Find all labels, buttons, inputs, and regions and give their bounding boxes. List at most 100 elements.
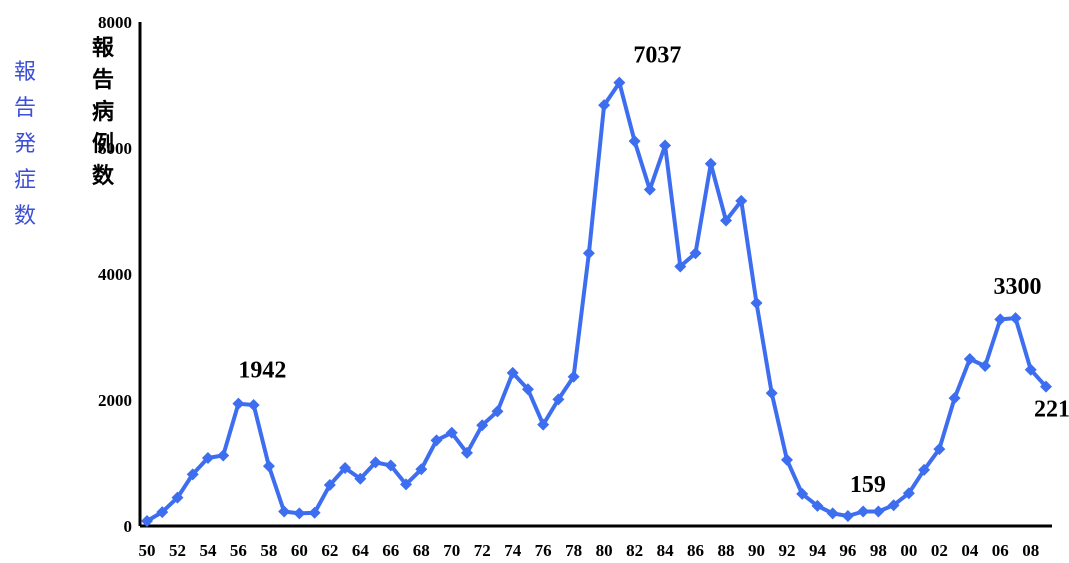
x-tick-label: 78 (565, 541, 582, 560)
x-tick-label: 08 (1022, 541, 1039, 560)
x-tick-label: 92 (778, 541, 795, 560)
data-point (247, 399, 260, 412)
x-tick-label: 54 (199, 541, 217, 560)
data-point (948, 392, 961, 405)
x-tick-label: 64 (352, 541, 370, 560)
x-tick-label: 94 (809, 541, 827, 560)
x-tick-label: 86 (687, 541, 704, 560)
series-line (145, 80, 1048, 523)
x-tick-label: 04 (961, 541, 979, 560)
data-point (872, 505, 885, 518)
x-tick-label: 70 (443, 541, 460, 560)
data-point (1024, 363, 1037, 376)
data-point (339, 462, 352, 475)
inner-ylabel-char: 告 (92, 68, 114, 93)
y-tick-label: 2000 (98, 391, 132, 410)
data-point (201, 451, 214, 464)
data-point (278, 505, 291, 518)
outer-y-axis-label: 報告発症数 (13, 60, 36, 229)
data-point (750, 296, 763, 309)
inner-ylabel-char: 例 (92, 132, 114, 157)
data-point (735, 194, 748, 207)
x-tick-label: 62 (321, 541, 338, 560)
data-callout: 159 (850, 472, 886, 498)
x-tick-label: 68 (413, 541, 430, 560)
data-point (857, 505, 870, 518)
data-point (491, 405, 504, 418)
data-point (720, 214, 733, 227)
data-point (887, 499, 900, 512)
data-point (186, 468, 199, 481)
data-callouts: 1942 7037 159 3300 2213 (238, 43, 1069, 498)
data-point (156, 506, 169, 519)
y-tick-label: 6000 (98, 139, 132, 158)
data-point (902, 487, 915, 500)
data-point (659, 139, 672, 152)
data-point (369, 456, 382, 469)
data-point (689, 247, 702, 260)
data-point (841, 509, 854, 522)
data-point (537, 418, 550, 431)
data-point (552, 393, 565, 406)
data-point (293, 507, 306, 520)
x-tick-label: 98 (870, 541, 887, 560)
data-point (582, 247, 595, 260)
y-tick-label: 8000 (98, 13, 132, 32)
data-point (400, 478, 413, 491)
x-tick-label: 56 (230, 541, 247, 560)
data-point (415, 463, 428, 476)
x-tick-label: 80 (596, 541, 613, 560)
data-point (1040, 380, 1052, 393)
data-point (704, 157, 717, 170)
data-point (445, 426, 458, 439)
data-point (994, 313, 1007, 326)
data-point (323, 479, 336, 492)
x-tick-label: 50 (139, 541, 156, 560)
data-point (628, 135, 641, 148)
x-tick-label: 90 (748, 541, 765, 560)
data-point (598, 99, 611, 112)
data-point (430, 434, 443, 447)
data-point (1009, 312, 1022, 325)
data-point (567, 370, 580, 383)
data-point (780, 453, 793, 466)
data-point (765, 387, 778, 400)
x-tick-label: 74 (504, 541, 522, 560)
data-point (460, 446, 473, 459)
data-markers (141, 76, 1052, 527)
data-point (933, 443, 946, 456)
x-tick-label: 96 (839, 541, 856, 560)
y-tick-label: 0 (124, 517, 133, 536)
x-tick-label: 76 (535, 541, 552, 560)
x-tick-label: 60 (291, 541, 308, 560)
data-point (476, 419, 489, 432)
x-tick-label: 82 (626, 541, 643, 560)
data-point (963, 353, 976, 366)
data-point (354, 472, 367, 485)
data-point (643, 183, 656, 196)
data-point (384, 459, 397, 472)
x-tick-label: 00 (900, 541, 917, 560)
data-point (308, 506, 321, 519)
data-point (796, 487, 809, 500)
data-point (811, 499, 824, 512)
data-point (232, 397, 245, 410)
x-tick-label: 06 (992, 541, 1009, 560)
x-tick-label: 52 (169, 541, 186, 560)
data-point (521, 383, 534, 396)
inner-ylabel-char: 報 (92, 35, 115, 61)
data-point (674, 260, 687, 273)
x-tick-label: 84 (657, 541, 675, 560)
x-tick-label: 72 (474, 541, 491, 560)
data-callout: 1942 (238, 358, 286, 384)
x-tick-label: 58 (260, 541, 277, 560)
data-point (217, 449, 230, 462)
data-callout: 3300 (994, 274, 1042, 300)
data-point (171, 491, 184, 504)
data-point (613, 76, 626, 89)
x-tick-label: 02 (931, 541, 948, 560)
data-point (506, 366, 519, 379)
y-tick-labels: 0 2000 4000 6000 8000 (98, 13, 132, 536)
data-point (262, 460, 275, 473)
